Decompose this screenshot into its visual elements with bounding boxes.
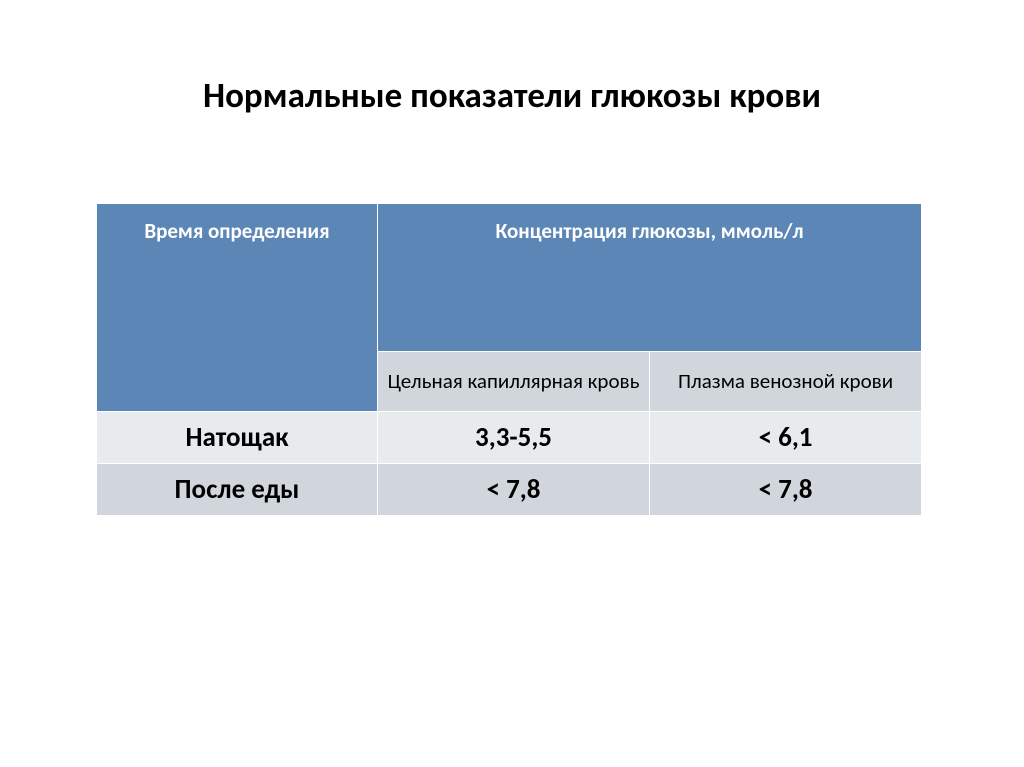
table-row: Натощак 3,3-5,5 < 6,1 — [97, 412, 922, 464]
subheader-capillary: Цельная капиллярная кровь — [377, 352, 649, 412]
table-row: После еды < 7,8 < 7,8 — [97, 464, 922, 516]
table-header-row: Время определения Концентрация глюкозы, … — [97, 204, 922, 352]
header-time: Время определения — [97, 204, 378, 412]
cell-aftermeal-plasma: < 7,8 — [650, 464, 922, 516]
cell-aftermeal-capillary: < 7,8 — [377, 464, 649, 516]
cell-fasting-capillary: 3,3-5,5 — [377, 412, 649, 464]
glucose-table: Время определения Концентрация глюкозы, … — [95, 202, 923, 517]
data-table: Время определения Концентрация глюкозы, … — [96, 203, 922, 516]
row-label-aftermeal: После еды — [97, 464, 378, 516]
cell-fasting-plasma: < 6,1 — [650, 412, 922, 464]
header-concentration: Концентрация глюкозы, ммоль/л — [377, 204, 921, 352]
subheader-plasma: Плазма венозной крови — [650, 352, 922, 412]
row-label-fasting: Натощак — [97, 412, 378, 464]
page-title: Нормальные показатели глюкозы крови — [0, 75, 1024, 117]
